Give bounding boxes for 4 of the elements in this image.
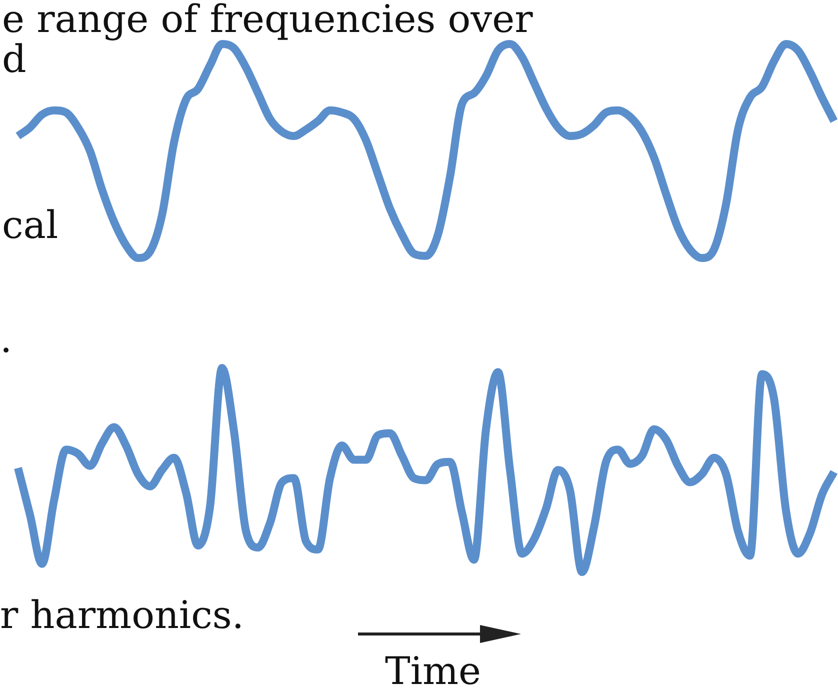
text: . (0, 317, 12, 361)
text: r harmonics. (0, 593, 244, 637)
annotation: cal (2, 203, 58, 247)
x-axis-title: Time (385, 649, 482, 693)
